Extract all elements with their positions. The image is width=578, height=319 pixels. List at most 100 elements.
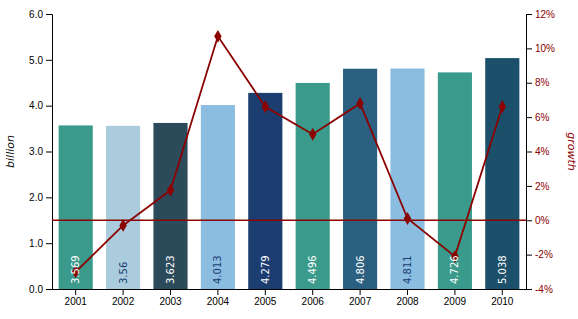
y2-tick-mark [526,48,532,49]
y-tick-label: 6.0 [29,9,43,20]
y2-tick-mark [526,117,532,118]
data-label: 4.013 [212,255,223,284]
x-tick-mark [75,289,76,295]
bar [296,83,330,289]
y2-tick-mark [526,289,532,290]
x-tick-mark [312,289,313,295]
marker [167,184,174,197]
y2-tick: 10% [526,43,555,54]
y-tick-mark [46,14,52,15]
bar [59,125,93,289]
y-tick-label: 4.0 [29,100,43,111]
y-tick-label: 3.0 [29,146,43,157]
x-tick: 2001 [65,289,88,307]
y2-tick-label: 2% [535,181,550,192]
x-tick: 2002 [112,289,135,307]
y-tick: 2.0 [29,192,52,203]
marker [309,128,316,141]
y2-tick-mark [526,220,532,221]
y-axis: 0.0 1.0 2.0 3.0 4.0 5.0 6.0 [29,9,52,295]
x-tick-mark [123,289,124,295]
x-tick-label: 2008 [396,296,419,307]
marker [214,30,221,43]
x-tick-mark [454,289,455,295]
y2-tick-mark [526,152,532,153]
marker [404,212,411,225]
y2-axis-title: growth [565,132,578,171]
data-label: 4.806 [355,255,366,284]
data-label: 3.623 [165,255,176,284]
marker [356,97,363,110]
y2-tick-mark [526,83,532,84]
plot: 2001 2002 2003 2004 2005 2006 2007 2008 2009 2010… [29,9,555,307]
y-tick-mark [46,197,52,198]
y2-tick-label: 8% [535,77,550,88]
y-tick: 4.0 [29,100,52,111]
x-tick-mark [265,289,266,295]
x-tick-label: 2005 [254,296,277,307]
y2-tick-mark [526,14,532,15]
marks [52,30,526,289]
bar [390,68,424,289]
y-tick-mark [46,60,52,61]
y2-tick-label: 6% [535,112,550,123]
y2-tick-mark [526,255,532,256]
y2-tick-label: 4% [535,146,550,157]
y-tick: 5.0 [29,55,52,66]
x-tick-label: 2007 [349,296,372,307]
marker [119,219,126,232]
y-tick: 6.0 [29,9,52,20]
y-tick-label: 2.0 [29,192,43,203]
data-label: 5.038 [497,255,508,284]
x-tick: 2006 [302,289,325,307]
x-axis: 2001 2002 2003 2004 2005 2006 2007 2008 2009 2010 [53,289,527,307]
x-tick: 2004 [207,289,230,307]
y-tick: 1.0 [29,238,52,249]
y2-tick: 0% [526,215,550,226]
data-label: 4.496 [307,255,318,284]
bar [438,72,472,289]
x-tick-mark [502,289,503,295]
y2-tick-label: 10% [535,43,555,54]
x-tick: 2005 [254,289,277,307]
bar [248,93,282,289]
y2-tick-label: 12% [535,9,555,20]
x-tick-label: 2001 [65,296,88,307]
bar [343,69,377,289]
y-axis-title: billion [4,135,17,168]
y-tick: 3.0 [29,146,52,157]
x-tick-mark [217,289,218,295]
bar [106,126,140,289]
marker [499,100,506,113]
y-axis-line [46,15,53,290]
x-tick: 2009 [444,289,467,307]
data-label: 3.56 [118,262,129,284]
y-tick-mark [46,243,52,244]
x-tick-label: 2002 [112,296,135,307]
data-label: 4.811 [402,255,413,284]
y-tick-mark [46,106,52,107]
marker [262,100,269,113]
y2-tick-label: -2% [535,249,553,260]
x-tick-label: 2009 [444,296,467,307]
y-tick: 0.0 [29,284,52,295]
y-tick-mark [46,289,52,290]
y2-tick-label: 0% [535,215,550,226]
x-tick-label: 2010 [491,296,514,307]
x-tick: 2010 [491,289,514,307]
data-label: 4.279 [260,255,271,284]
x-tick: 2007 [349,289,372,307]
data-labels: 3.5693.563.6234.0134.2794.4964.8064.8114… [70,255,508,284]
y2-tick: -4% [526,284,553,295]
bar [201,105,235,289]
x-tick: 2008 [396,289,419,307]
y-tick-label: 5.0 [29,55,43,66]
x-tick: 2003 [159,289,182,307]
data-label: 4.726 [449,255,460,284]
x-tick-label: 2004 [207,296,230,307]
y2-tick-label: -4% [535,284,553,295]
y2-tick: 8% [526,77,550,88]
y-tick-mark [46,152,52,153]
bar [485,58,519,289]
chart: 2001 2002 2003 2004 2005 2006 2007 2008 2009 2010… [0,0,578,319]
